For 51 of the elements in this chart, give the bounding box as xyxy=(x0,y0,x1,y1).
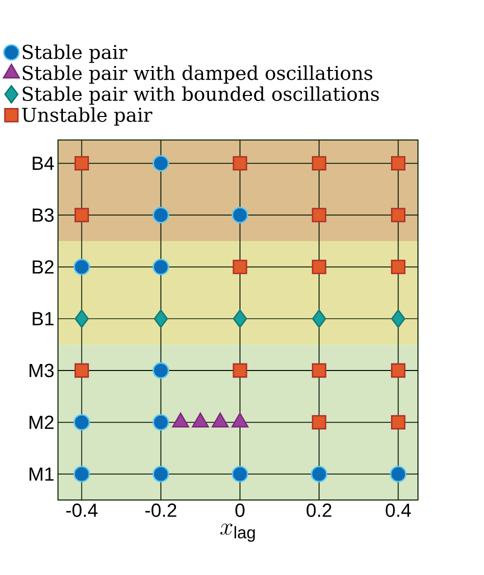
point xyxy=(232,260,248,274)
legend-label: Stable pair with bounded oscillations xyxy=(22,86,379,105)
point xyxy=(391,156,406,171)
point xyxy=(74,310,89,328)
x-axis-title: $x_{\mathrm{lag}}$ xyxy=(220,524,255,542)
point xyxy=(232,310,248,328)
point xyxy=(152,258,170,276)
point xyxy=(312,208,326,222)
point xyxy=(74,156,89,171)
point xyxy=(74,466,90,482)
point xyxy=(74,258,90,276)
point xyxy=(391,208,406,222)
legend-label: Stable pair with damped oscillations xyxy=(22,65,372,84)
point xyxy=(312,260,326,274)
x-tick-label: 0 xyxy=(235,504,245,517)
y-tick-label: B4 xyxy=(32,156,54,170)
x-tick-label: 0.4 xyxy=(386,504,411,517)
point xyxy=(154,310,168,328)
y-tick-label: M1 xyxy=(30,468,54,481)
point xyxy=(391,260,406,274)
point xyxy=(152,362,170,379)
legend-label: Unstable pair xyxy=(22,107,152,126)
y-tick-label: M2 xyxy=(30,416,54,429)
point xyxy=(152,414,170,430)
point xyxy=(74,208,89,222)
point xyxy=(390,466,406,482)
x-tick-label: -0.4 xyxy=(66,504,98,517)
y-tick-label: B3 xyxy=(32,208,54,222)
point xyxy=(312,415,326,430)
point xyxy=(391,310,406,328)
point xyxy=(74,363,89,378)
point xyxy=(74,414,90,430)
y-tick-label: B1 xyxy=(32,312,54,326)
point xyxy=(232,466,248,482)
y-tick-label: M3 xyxy=(30,364,54,378)
point xyxy=(152,466,170,482)
y-tick-label: B2 xyxy=(32,260,54,274)
point xyxy=(312,363,326,378)
point xyxy=(310,466,328,482)
legend-label: Stable pair xyxy=(22,44,128,63)
point xyxy=(232,206,248,224)
point xyxy=(312,310,326,328)
point xyxy=(391,363,406,378)
x-tick-label: -0.2 xyxy=(145,504,176,517)
point xyxy=(232,156,248,171)
point xyxy=(232,363,248,378)
point xyxy=(152,206,170,224)
x-tick-label: 0.2 xyxy=(306,504,332,517)
point xyxy=(391,415,406,430)
point xyxy=(152,155,170,172)
point xyxy=(312,156,326,171)
